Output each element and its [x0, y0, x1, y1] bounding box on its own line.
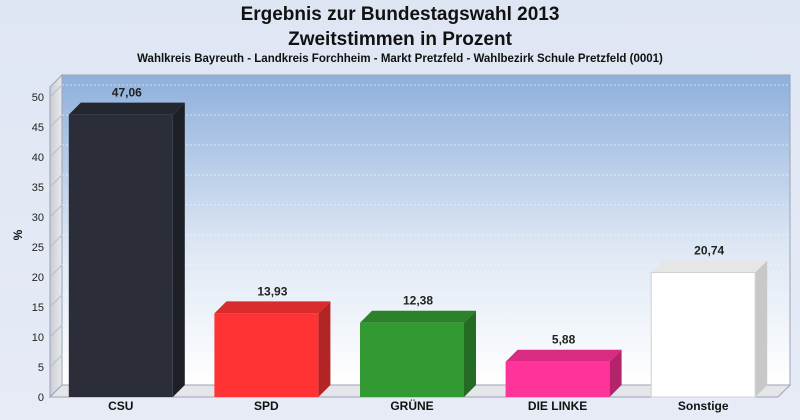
bar-side — [755, 260, 768, 397]
data-label: 47,06 — [112, 86, 142, 100]
grid-line-side — [49, 174, 63, 188]
grid-line-side — [49, 294, 63, 308]
x-tick-label: CSU — [108, 399, 133, 413]
bar — [650, 272, 756, 398]
grid-line-side — [49, 114, 63, 128]
y-tick-label: 10 — [32, 332, 44, 344]
bar — [505, 361, 610, 397]
bar-top — [214, 301, 331, 314]
y-tick-label: 40 — [32, 152, 44, 164]
chart-subtitle: Wahlkreis Bayreuth - Landkreis Forchheim… — [137, 53, 663, 65]
x-tick-label: SPD — [254, 399, 279, 413]
data-label: 5,88 — [552, 333, 576, 347]
bar-top — [505, 349, 622, 362]
plot-left-wall — [49, 73, 63, 399]
y-tick-label: 35 — [32, 182, 44, 194]
grid-line-side — [49, 324, 63, 338]
bar-top — [360, 310, 476, 323]
y-axis-label: % — [11, 229, 25, 240]
bar-top — [651, 260, 768, 273]
bar-side — [318, 301, 331, 397]
bar-top — [68, 102, 185, 115]
data-label: 20,74 — [694, 244, 724, 258]
y-tick-label: 5 — [38, 362, 44, 374]
x-tick-label: Sonstige — [678, 399, 729, 413]
y-tick-label: 0 — [38, 392, 44, 404]
data-label: 12,38 — [403, 294, 433, 308]
bar — [360, 322, 464, 397]
bar — [214, 313, 319, 397]
bar — [68, 114, 173, 397]
bar-side — [464, 310, 476, 397]
grid-line-side — [49, 234, 63, 248]
grid-line-side — [49, 144, 63, 158]
data-label: 13,93 — [257, 284, 287, 298]
bar-side — [609, 349, 622, 397]
chart-title: Ergebnis zur Bundestagswahl 2013 — [240, 4, 560, 25]
grid-line-side — [49, 354, 63, 368]
grid-line-side — [49, 84, 63, 98]
y-tick-label: 50 — [32, 92, 44, 104]
chart-title-line2: Zweitstimmen in Prozent — [288, 29, 512, 50]
y-tick-label: 45 — [32, 122, 44, 134]
grid-line-side — [49, 204, 63, 218]
y-tick-label: 30 — [32, 212, 44, 224]
x-tick-label: DIE LINKE — [528, 399, 587, 413]
x-tick-label: GRÜNE — [390, 398, 433, 413]
grid-line-side — [49, 264, 63, 278]
bar-side — [172, 102, 185, 397]
y-tick-label: 25 — [32, 242, 44, 254]
y-tick-label: 20 — [32, 272, 44, 284]
y-tick-label: 15 — [32, 302, 44, 314]
